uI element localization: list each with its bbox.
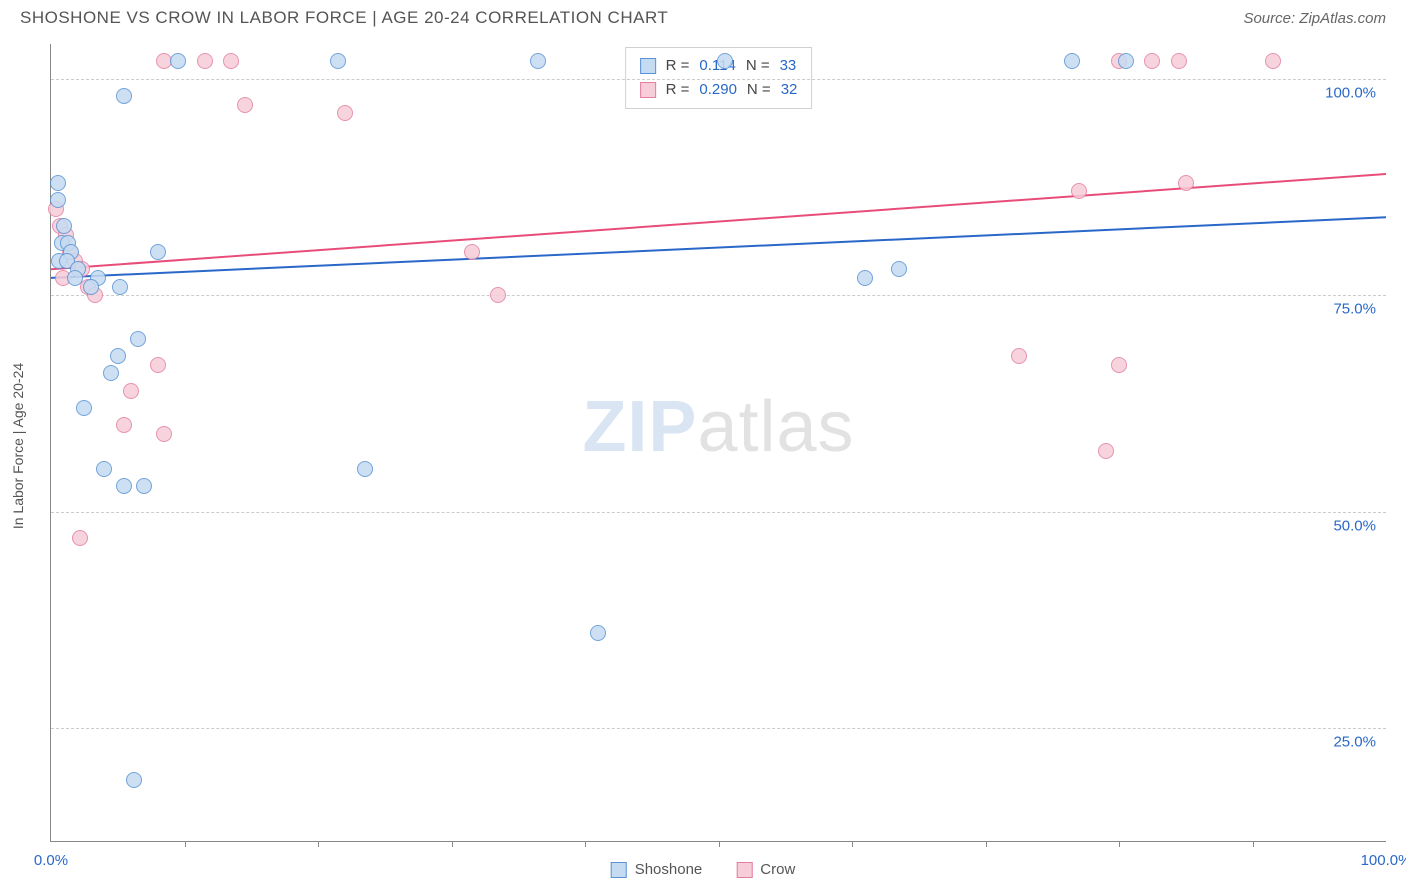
gridline-h	[51, 79, 1386, 80]
data-point	[223, 53, 239, 69]
data-point	[126, 772, 142, 788]
data-point	[1098, 443, 1114, 459]
swatch-crow-bottom	[736, 862, 752, 878]
data-point	[357, 461, 373, 477]
legend-row-crow: R = 0.290 N = 32	[640, 78, 798, 102]
r-value-crow: 0.290	[699, 78, 737, 102]
watermark: ZIPatlas	[582, 386, 854, 468]
xtick	[1253, 841, 1254, 847]
legend-label-shoshone: Shoshone	[635, 861, 703, 878]
xtick	[452, 841, 453, 847]
data-point	[116, 417, 132, 433]
chart-title: SHOSHONE VS CROW IN LABOR FORCE | AGE 20…	[20, 8, 668, 28]
data-point	[1265, 53, 1281, 69]
chart-plot-area: ZIPatlas R = 0.114 N = 33 R = 0.290 N = …	[50, 44, 1386, 842]
data-point	[67, 270, 83, 286]
swatch-shoshone-bottom	[611, 862, 627, 878]
data-point	[1178, 175, 1194, 191]
xtick-label: 0.0%	[34, 852, 68, 869]
data-point	[891, 261, 907, 277]
xtick	[1119, 841, 1120, 847]
xtick-label: 100.0%	[1361, 852, 1406, 869]
gridline-h	[51, 512, 1386, 513]
data-point	[76, 400, 92, 416]
data-point	[590, 625, 606, 641]
data-point	[50, 175, 66, 191]
trend-line	[51, 217, 1386, 278]
data-point	[530, 53, 546, 69]
watermark-bold: ZIP	[582, 387, 697, 467]
swatch-crow	[640, 82, 656, 98]
xtick	[318, 841, 319, 847]
xtick	[986, 841, 987, 847]
data-point	[857, 270, 873, 286]
data-point	[150, 244, 166, 260]
data-point	[136, 478, 152, 494]
data-point	[123, 383, 139, 399]
data-point	[50, 192, 66, 208]
legend-label-crow: Crow	[760, 861, 795, 878]
data-point	[1071, 183, 1087, 199]
ytick-label: 75.0%	[1333, 301, 1376, 318]
data-point	[237, 97, 253, 113]
data-point	[1011, 348, 1027, 364]
xtick	[852, 841, 853, 847]
data-point	[156, 426, 172, 442]
gridline-h	[51, 728, 1386, 729]
r-label: R =	[666, 78, 690, 102]
data-point	[130, 331, 146, 347]
xtick	[185, 841, 186, 847]
watermark-light: atlas	[697, 387, 854, 467]
chart-source: Source: ZipAtlas.com	[1243, 10, 1386, 27]
xtick	[719, 841, 720, 847]
gridline-h	[51, 295, 1386, 296]
ytick-label: 100.0%	[1325, 84, 1376, 101]
data-point	[197, 53, 213, 69]
data-point	[96, 461, 112, 477]
data-point	[717, 53, 733, 69]
n-label: N =	[746, 54, 770, 78]
data-point	[1111, 357, 1127, 373]
swatch-shoshone	[640, 58, 656, 74]
n-value-shoshone: 33	[780, 54, 797, 78]
trend-lines-layer	[51, 44, 1386, 841]
data-point	[170, 53, 186, 69]
series-legend: Shoshone Crow	[611, 861, 796, 878]
data-point	[1171, 53, 1187, 69]
data-point	[330, 53, 346, 69]
data-point	[112, 279, 128, 295]
ytick-label: 25.0%	[1333, 734, 1376, 751]
data-point	[103, 365, 119, 381]
ytick-label: 50.0%	[1333, 517, 1376, 534]
data-point	[56, 218, 72, 234]
data-point	[110, 348, 126, 364]
data-point	[83, 279, 99, 295]
data-point	[1118, 53, 1134, 69]
data-point	[1064, 53, 1080, 69]
data-point	[150, 357, 166, 373]
n-value-crow: 32	[781, 78, 798, 102]
data-point	[116, 478, 132, 494]
n-label: N =	[747, 78, 771, 102]
r-label: R =	[666, 54, 690, 78]
xtick	[585, 841, 586, 847]
data-point	[337, 105, 353, 121]
data-point	[1144, 53, 1160, 69]
data-point	[72, 530, 88, 546]
data-point	[116, 88, 132, 104]
data-point	[464, 244, 480, 260]
data-point	[490, 287, 506, 303]
chart-header: SHOSHONE VS CROW IN LABOR FORCE | AGE 20…	[0, 0, 1406, 38]
y-axis-label: In Labor Force | Age 20-24	[10, 363, 26, 529]
